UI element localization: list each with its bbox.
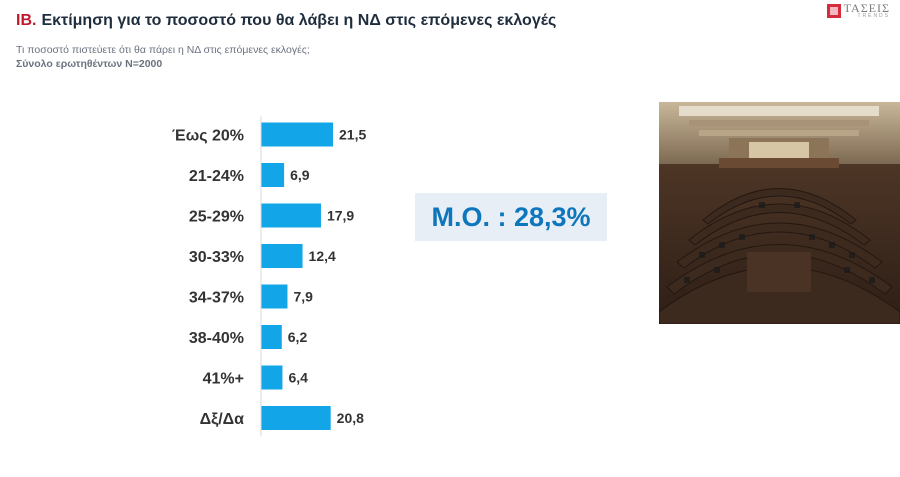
category-label: 25-29%: [189, 209, 244, 226]
bar: [261, 365, 283, 390]
logo-icon: [826, 3, 841, 18]
value-label: 12,4: [309, 248, 336, 264]
value-label: 6,4: [288, 370, 308, 386]
question-text: Τι ποσοστό πιστεύετε ότι θα πάρει η ΝΔ σ…: [16, 44, 310, 56]
bar: [261, 284, 288, 309]
value-label: 6,9: [290, 167, 310, 183]
category-label: Έως 20%: [172, 128, 244, 145]
average-value: Μ.Ο. : 28,3%: [431, 201, 591, 232]
title-text: Εκτίμηση για το ποσοστό που θα λάβει η Ν…: [41, 12, 557, 29]
bar-chart: Έως 20% 21,5 21-24% 6,9 25-29% 17,9 30-33% 12,4…: [172, 116, 366, 437]
value-label: 21,5: [339, 127, 366, 143]
logo-main-text: ΤΑΣΕΙΣ: [843, 1, 890, 15]
category-label: 21-24%: [189, 168, 244, 185]
category-label: 38-40%: [189, 330, 244, 347]
bar: [261, 163, 285, 187]
sample-size: Σύνολο ερωτηθέντων Ν=2000: [16, 58, 163, 70]
category-label: 41%+: [203, 371, 244, 388]
category-label: Δξ/Δα: [200, 411, 245, 428]
logo-sub-text: TRENDS: [857, 13, 890, 19]
brand-logo: ΤΑΣΕΙΣ TRENDS: [826, 1, 890, 19]
category-label: 30-33%: [189, 249, 244, 266]
value-label: 20,8: [337, 410, 364, 426]
bar: [261, 244, 303, 268]
bar: [261, 325, 282, 349]
page-title: ΙΒ. Εκτίμηση για το ποσοστό που θα λάβει …: [16, 12, 556, 30]
average-box: Μ.Ο. : 28,3%: [415, 193, 607, 241]
question-code: ΙΒ.: [16, 12, 37, 29]
value-label: 6,2: [288, 329, 308, 345]
value-label: 17,9: [327, 208, 354, 224]
value-label: 7,9: [293, 289, 313, 305]
bar: [261, 203, 321, 228]
parliament-photo: [659, 102, 900, 324]
bar: [261, 122, 334, 147]
category-label: 34-37%: [189, 290, 244, 307]
bar: [261, 406, 331, 430]
